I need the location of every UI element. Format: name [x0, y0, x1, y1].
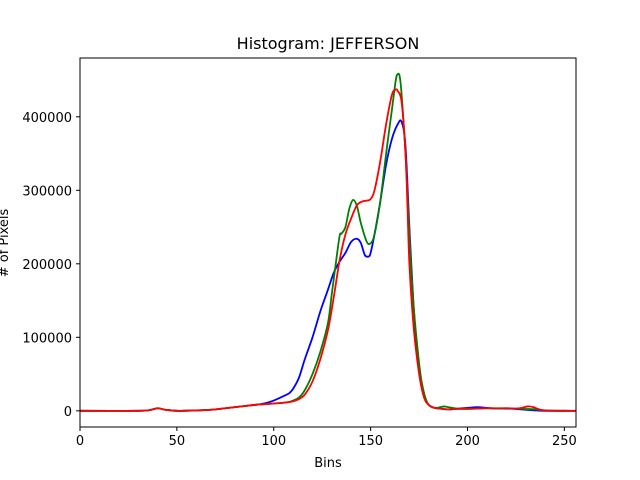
x-tick-label: 50 [169, 434, 186, 449]
x-tick-label: 250 [552, 434, 577, 449]
chart-title: Histogram: JEFFERSON [237, 34, 420, 53]
x-tick-label: 100 [261, 434, 286, 449]
y-axis-title: # of Pixels [0, 209, 12, 278]
x-tick-label: 200 [455, 434, 480, 449]
plot-frame [79, 57, 577, 428]
series-layer [79, 72, 577, 412]
x-axis-title: Bins [314, 456, 342, 471]
y-tick-label: 200000 [22, 258, 72, 273]
y-tick-label: 400000 [22, 111, 72, 126]
series-line-2 [79, 88, 577, 412]
x-tick-label: 0 [76, 434, 84, 449]
x-tick-label: 150 [358, 434, 383, 449]
y-tick-label: 100000 [22, 331, 72, 346]
y-tick-label: 300000 [22, 184, 72, 199]
x-axis: 0 50 100 150 200 250 [76, 427, 577, 449]
y-tick-label: 0 [64, 405, 72, 420]
y-axis: 0 100000 200000 300000 400000 [22, 111, 80, 420]
